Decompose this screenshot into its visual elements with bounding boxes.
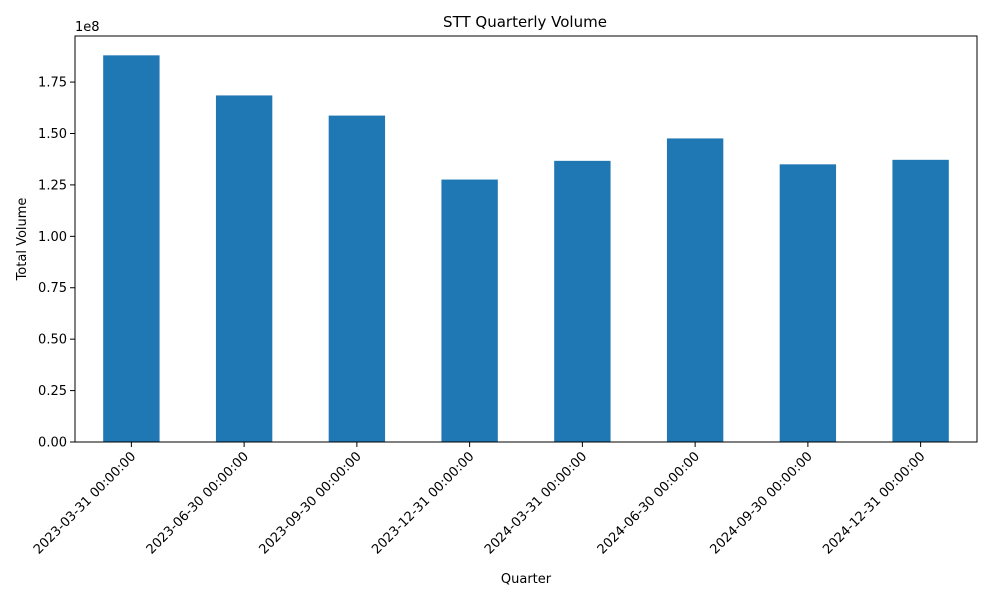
y-axis-ticks: 0.00 0.25 0.50 0.75 1.00 1.25 1.50 1.75 [38,76,75,451]
chart-title: STT Quarterly Volume [443,13,607,31]
x-tick-label: 2024-03-31 00:00:00 [482,449,590,557]
y-tick-label: 0.50 [38,333,67,348]
y-tick-label: 0.00 [38,436,67,451]
y-tick-label: 1.00 [38,230,67,245]
x-tick-label: 2024-06-30 00:00:00 [595,449,703,557]
bar [554,160,611,442]
x-tick-label: 2024-12-31 00:00:00 [820,449,928,557]
y-tick-label: 0.25 [38,384,67,399]
plot-frame [74,35,978,443]
y-tick-label: 1.25 [38,178,67,193]
x-axis-label: Quarter [501,572,552,587]
y-tick-label: 1.50 [38,127,67,142]
y-offset-text: 1e8 [75,20,100,35]
bar [892,159,949,442]
bar [328,115,386,443]
x-axis-ticks: 2023-03-31 00:00:00 2023-06-30 00:00:00 20… [31,442,928,557]
x-tick-label: 2023-06-30 00:00:00 [144,449,252,557]
x-tick-label: 2024-09-30 00:00:00 [707,449,815,557]
bar [215,95,273,443]
bar [666,138,724,442]
y-axis-label: Total Volume [15,198,30,282]
bar [103,55,160,442]
bars-group [103,55,949,443]
y-tick-label: 1.75 [38,76,67,91]
x-tick-label: 2023-09-30 00:00:00 [256,449,364,557]
x-tick-label: 2023-12-31 00:00:00 [369,449,477,557]
bar [779,164,837,442]
x-tick-label: 2023-03-31 00:00:00 [31,449,139,557]
bar [441,179,498,442]
y-tick-label: 0.75 [38,281,67,296]
